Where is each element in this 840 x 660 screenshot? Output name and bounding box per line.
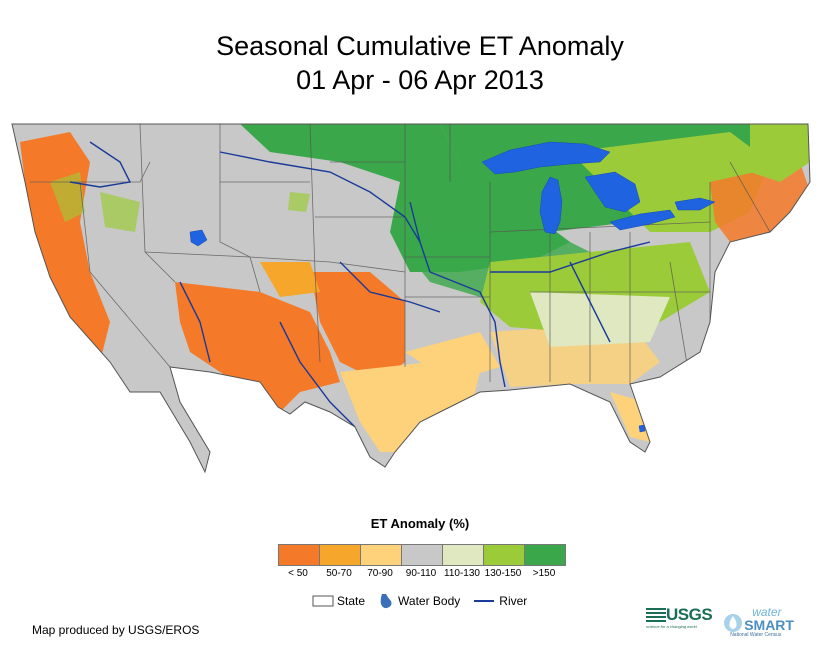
legend-swatch [483, 545, 524, 565]
lake-erie [609, 209, 676, 231]
logos: USGS science for a changing world water … [646, 606, 794, 638]
legend-swatch [319, 545, 360, 565]
symbol-legend: State Water Body River [312, 592, 539, 610]
lake-ontario [674, 197, 716, 211]
usgs-wave-icon [646, 608, 666, 622]
legend-title: ET Anomaly (%) [370, 516, 470, 531]
legend-river-label: River [499, 594, 528, 608]
map-date-range: 01 Apr - 06 Apr 2013 [296, 65, 544, 95]
lake-superior [481, 141, 611, 175]
watersmart-smart: SMART [744, 617, 794, 633]
legend-class-label: 90-110 [405, 568, 437, 579]
usgs-wordmark: USGS [666, 605, 713, 624]
water-drop-icon [724, 614, 743, 632]
legend-swatch [279, 545, 319, 565]
river-line-icon [474, 600, 495, 602]
legend-class-label: 50-70 [326, 568, 352, 579]
conus-map [11, 123, 811, 473]
legend-swatch [524, 545, 565, 565]
legend-state: State [312, 594, 365, 608]
great-salt-lake [189, 229, 208, 247]
lake-huron [584, 171, 641, 213]
water-bodies [189, 141, 716, 433]
usgs-tagline: science for a changing world [646, 624, 697, 629]
watersmart-logo: water SMART National Water Census [722, 606, 794, 638]
watersmart-subtitle: National Water Census [730, 632, 782, 638]
watersmart-water: water [752, 605, 782, 619]
legend-water-body: Water Body [377, 592, 460, 610]
legend-class-label: < 50 [288, 568, 308, 579]
legend-swatch [360, 545, 401, 565]
legend-swatch [442, 545, 483, 565]
legend-class-label: 110-130 [444, 568, 480, 579]
state-swatch-icon [312, 595, 334, 607]
legend-swatch [401, 545, 442, 565]
legend-state-label: State [337, 594, 366, 608]
legend-river: River [472, 594, 527, 608]
legend-class-label: >150 [532, 568, 556, 579]
legend-class-label: 130-150 [484, 568, 522, 579]
lake-michigan [539, 176, 563, 235]
color-ramp [278, 544, 566, 566]
credit-text: Map produced by USGS/EROS [32, 623, 200, 637]
map-title: Seasonal Cumulative ET Anomaly [216, 31, 624, 61]
legend-class-label: 70-90 [367, 568, 393, 579]
water-body-icon [380, 594, 392, 609]
rivers [69, 141, 651, 428]
usgs-logo: USGS science for a changing world [646, 605, 713, 629]
lake-okeechobee [638, 424, 646, 433]
color-ramp-labels: < 50 50-70 70-90 90-110 110-130 130-150 >150 [278, 568, 568, 582]
legend-water-body-label: Water Body [398, 594, 461, 608]
et-anomaly-patches [20, 124, 810, 452]
state-borders [30, 124, 771, 384]
